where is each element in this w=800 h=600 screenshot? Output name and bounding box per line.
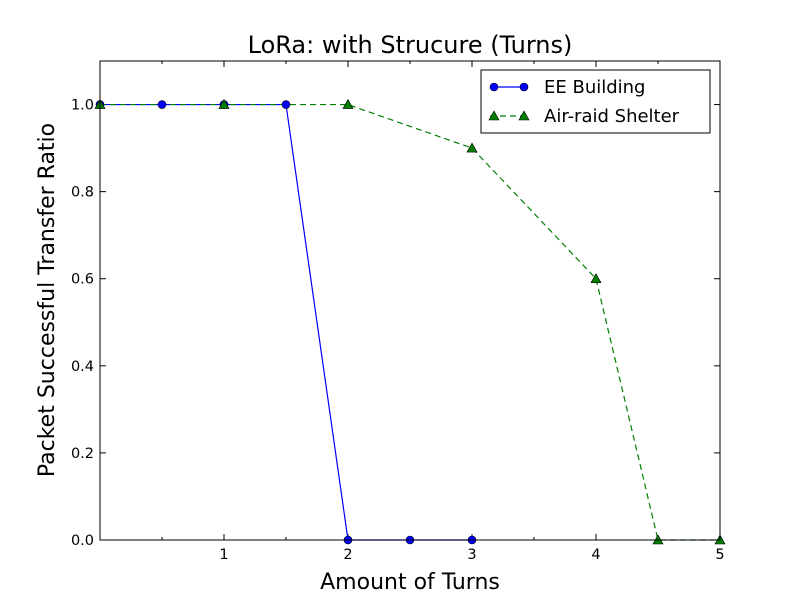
legend-box <box>480 69 711 134</box>
y-axis-label: Packet Successful Transfer Ratio <box>35 123 60 477</box>
axes-frame <box>99 60 721 541</box>
y-tick-label: 0.0 <box>71 533 94 549</box>
x-tick-label: 2 <box>343 547 352 563</box>
plot-area: 1 2 3 4 5 0.0 0.2 0.4 0.6 0.8 1.0 <box>71 60 726 563</box>
legend-marker <box>519 82 529 92</box>
legend-label: EE Building <box>544 77 646 98</box>
chart-title: LoRa: with Strucure (Turns) <box>248 31 573 59</box>
x-tick-label: 5 <box>715 547 724 563</box>
legend-marker <box>489 82 499 92</box>
legend: EE Building Air-raid Shelter <box>480 69 711 134</box>
legend-label: Air-raid Shelter <box>544 106 680 127</box>
data-point-series-0 <box>157 100 167 109</box>
legend-marker <box>518 110 530 121</box>
data-point-series-0 <box>281 100 291 109</box>
x-tick-label: 1 <box>219 547 228 563</box>
data-point-series-1 <box>342 98 354 109</box>
data-point-series-1 <box>218 98 230 109</box>
y-tick-label: 0.8 <box>71 185 94 201</box>
y-tick-label: 0.2 <box>71 446 94 462</box>
data-point-series-1 <box>466 142 478 153</box>
y-tick-label: 1.0 <box>71 98 94 114</box>
y-tick-label: 0.4 <box>71 359 94 375</box>
data-point-series-1 <box>590 273 602 284</box>
x-tick-label: 3 <box>467 547 476 563</box>
legend-marker <box>488 110 500 121</box>
y-tick-label: 0.6 <box>71 272 94 288</box>
x-axis-label: Amount of Turns <box>320 570 500 595</box>
x-tick-label: 4 <box>591 547 600 563</box>
